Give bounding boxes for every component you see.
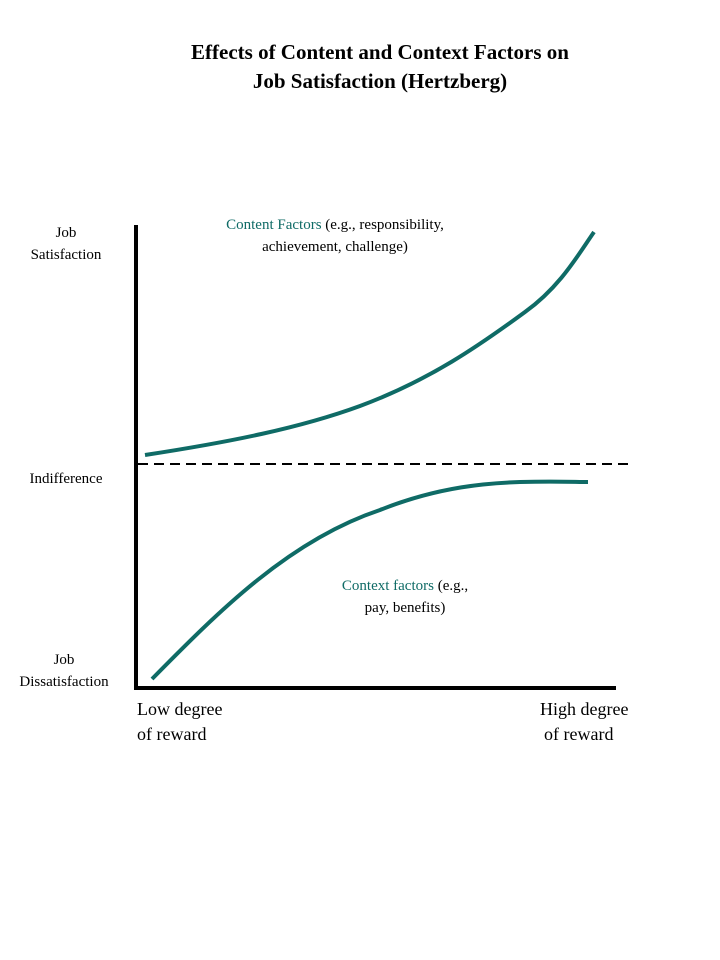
x-label-high-reward: High degree of reward (540, 699, 629, 744)
title-line-2: Job Satisfaction (Hertzberg) (252, 69, 508, 93)
y-label-job-dissatisfaction: Job Dissatisfaction (19, 652, 109, 690)
content-factors-label: Content Factors (226, 217, 322, 233)
y-label-job-satisfaction: Job Satisfaction (30, 225, 102, 263)
chart-title: Effects of Content and Context Factors o… (0, 38, 720, 96)
context-factors-label: Context factors (341, 578, 434, 594)
title-line-1: Effects of Content and Context Factors o… (191, 40, 569, 64)
content-factors-curve (144, 230, 596, 457)
y-label-indifference: Indifference (29, 471, 103, 487)
context-factors-examples-2: pay, benefits) (364, 600, 446, 616)
context-factors-curve (150, 479, 589, 681)
content-factors-examples-1: (e.g., responsibility, (321, 217, 444, 233)
content-factors-annotation: Content Factors (e.g., responsibility, a… (180, 214, 490, 258)
context-factors-annotation: Context factors (e.g., pay, benefits) (300, 575, 510, 619)
x-label-low-reward: Low degree of reward (137, 699, 223, 744)
context-factors-examples-1: (e.g., (433, 578, 469, 594)
content-factors-examples-2: achievement, challenge) (262, 239, 408, 255)
